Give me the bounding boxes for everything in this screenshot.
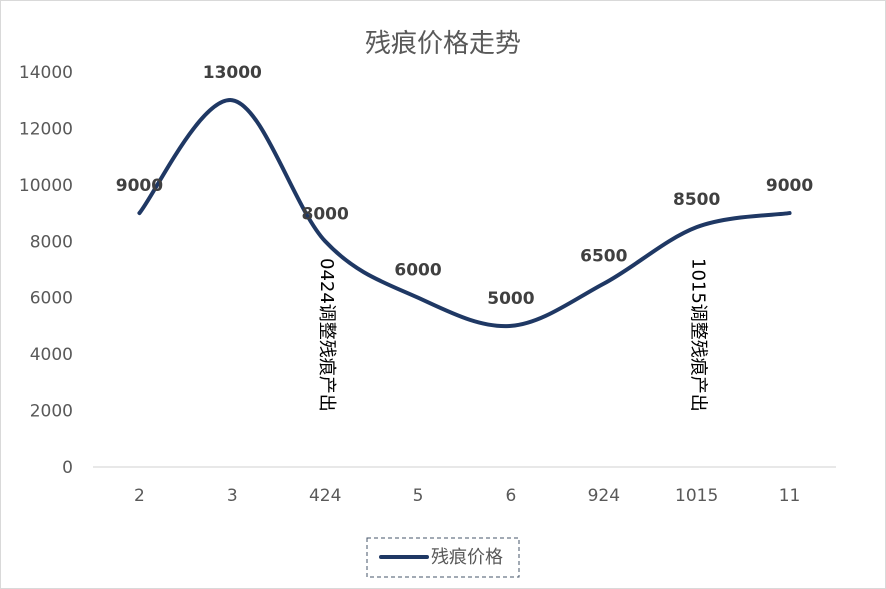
y-tick-label: 4000 [30, 345, 73, 365]
data-label: 8500 [673, 190, 720, 210]
y-axis: 0 2000 4000 6000 8000 10000 12000 14000 [19, 63, 73, 478]
data-label: 9000 [766, 176, 813, 196]
legend: 残痕价格 [366, 537, 520, 578]
data-label: 5000 [487, 289, 534, 309]
x-tick-label: 5 [413, 486, 424, 506]
series-line [137, 98, 792, 329]
x-tick-label: 2 [134, 486, 145, 506]
annotation-text: 1015调整残痕产出 [688, 258, 709, 412]
data-labels: 9000 13000 8000 6000 5000 6500 8500 9000 [116, 63, 814, 309]
y-tick-label: 12000 [19, 119, 73, 139]
data-label: 6000 [394, 261, 441, 281]
y-tick-label: 8000 [30, 232, 73, 252]
data-label: 6500 [580, 247, 627, 267]
data-label: 9000 [116, 176, 163, 196]
x-axis: 2 3 424 5 6 924 1015 11 [134, 486, 800, 506]
x-tick-label: 924 [588, 486, 620, 506]
data-label: 8000 [302, 204, 349, 224]
x-tick-label: 424 [309, 486, 341, 506]
y-tick-label: 2000 [30, 402, 73, 422]
data-label: 13000 [203, 63, 262, 83]
annotations: 0424调整残痕产出 1015调整残痕产出 [316, 258, 709, 412]
x-tick-label: 11 [779, 486, 801, 506]
x-tick-label: 3 [227, 486, 238, 506]
chart-title: 残痕价格走势 [365, 29, 521, 59]
y-tick-label: 10000 [19, 176, 73, 196]
legend-label: 残痕价格 [431, 547, 503, 568]
annotation-text: 0424调整残痕产出 [316, 258, 337, 412]
y-tick-label: 0 [62, 458, 73, 478]
y-tick-label: 14000 [19, 63, 73, 83]
x-tick-label: 1015 [675, 486, 718, 506]
x-tick-label: 6 [506, 486, 517, 506]
legend-box [366, 537, 520, 578]
y-tick-label: 6000 [30, 289, 73, 309]
